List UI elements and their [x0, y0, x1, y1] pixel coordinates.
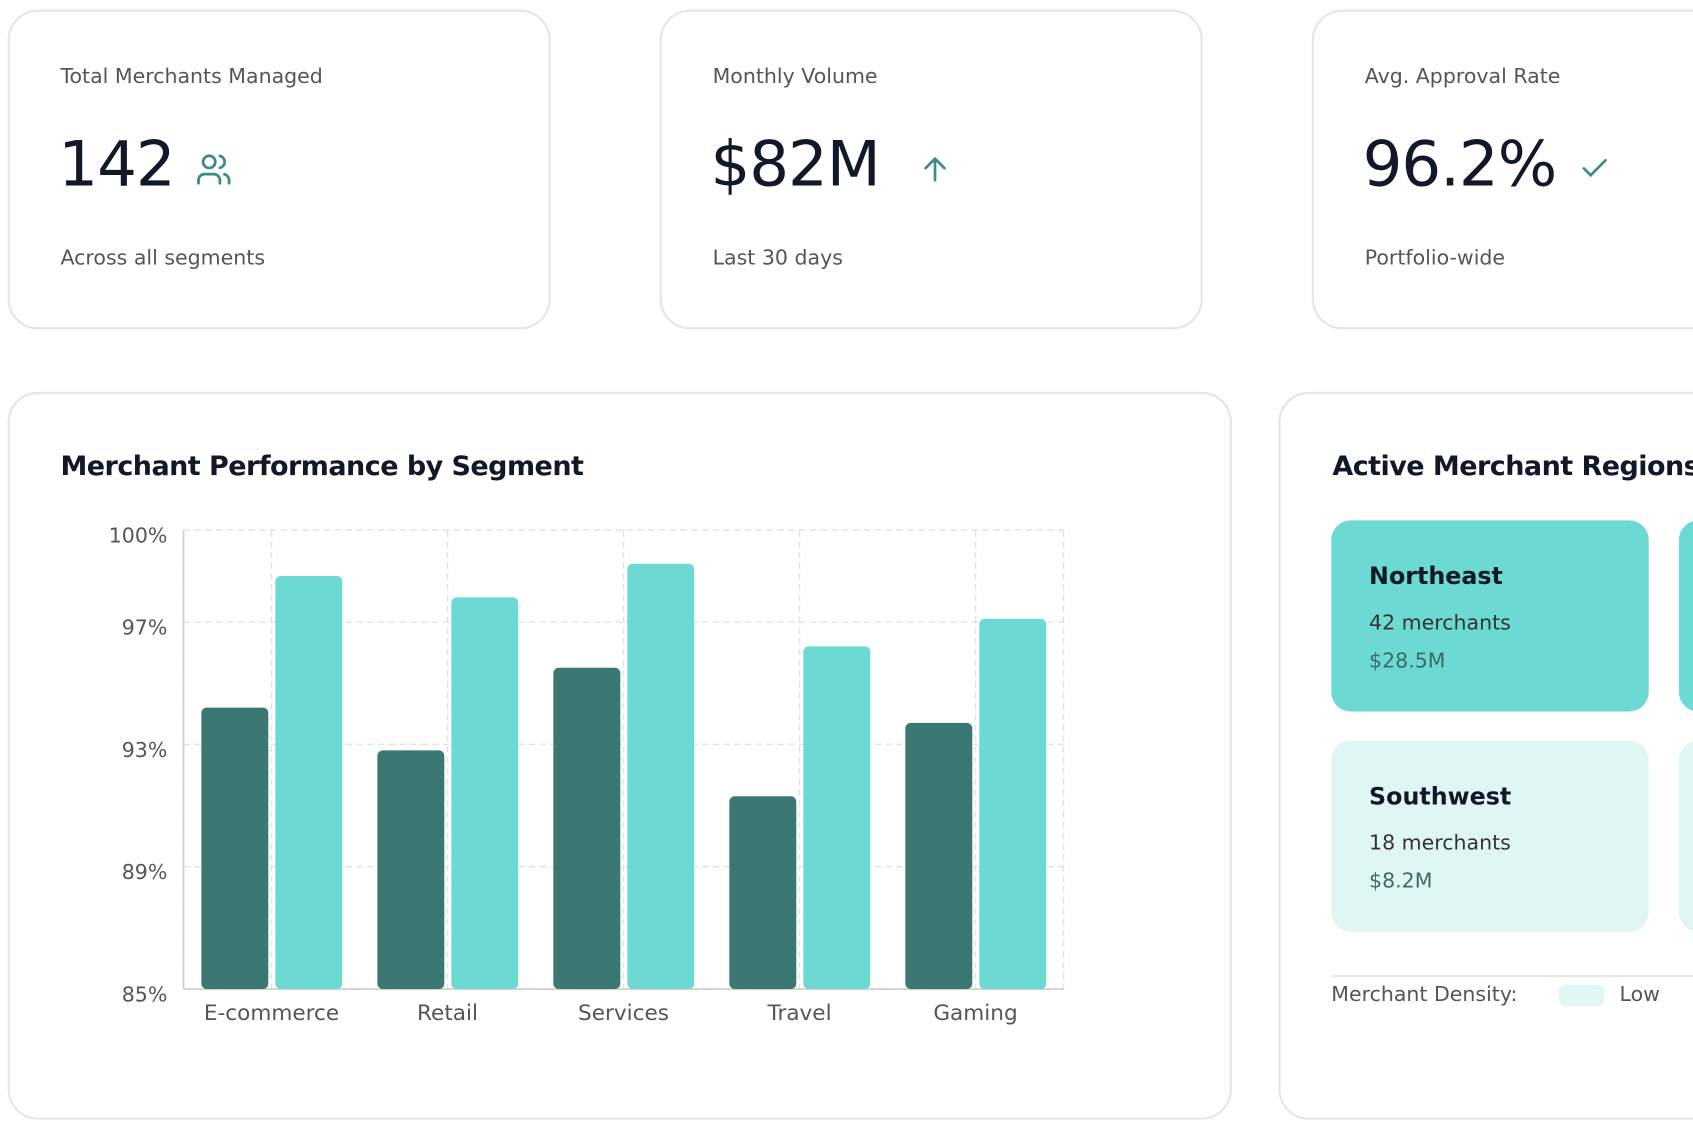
kpi-value: $82M — [710, 127, 880, 201]
bar — [201, 707, 269, 990]
x-tick-label: E-commerce — [204, 1001, 339, 1026]
users-icon — [197, 154, 231, 185]
bar-chart: 85% 89% 93% 97% 100% E-commerce Retail Services… — [109, 524, 1065, 1026]
bar — [729, 796, 797, 990]
kpi-label: Total Merchants Managed — [60, 64, 323, 89]
x-tick-label: Travel — [766, 1001, 831, 1026]
x-tick-label: Retail — [417, 1001, 478, 1026]
bar — [979, 618, 1047, 990]
y-tick-label: 97% — [122, 615, 168, 639]
bar — [803, 646, 871, 990]
y-tick-label: 89% — [122, 860, 168, 884]
bar — [377, 750, 445, 990]
x-tick-label: Gaming — [933, 1001, 1017, 1026]
kpi-label: Avg. Approval Rate — [1364, 64, 1561, 89]
chart-title: Merchant Performance by Segment — [60, 450, 584, 482]
divider — [1331, 974, 1693, 978]
kpi-subtitle: Last 30 days — [712, 246, 843, 270]
bar — [553, 667, 621, 990]
bar — [451, 597, 519, 990]
region-volume: $28.5M — [1369, 648, 1446, 673]
kpi-label: Monthly Volume — [712, 64, 878, 89]
regions-title: Active Merchant Regions — [1332, 450, 1693, 482]
region-name: Northeast — [1369, 563, 1503, 591]
region-merchants: 18 merchants — [1369, 831, 1511, 856]
y-tick-label: 100% — [109, 524, 168, 548]
x-tick-label: Services — [578, 1001, 669, 1026]
region-card[interactable] — [1331, 520, 1649, 712]
bar — [275, 576, 343, 990]
region-name: Southwest — [1369, 783, 1512, 811]
y-tick-label: 93% — [122, 738, 168, 762]
up-arrow-icon — [924, 156, 946, 182]
region-card[interactable] — [1331, 740, 1649, 932]
check-icon — [1582, 158, 1607, 178]
kpi-card — [659, 9, 1203, 330]
legend-item: Low — [1619, 982, 1660, 1007]
legend-label: Merchant Density: — [1331, 982, 1518, 1007]
kpi-subtitle: Across all segments — [60, 246, 266, 270]
region-volume: $8.2M — [1369, 869, 1433, 893]
kpi-card — [1311, 9, 1693, 330]
kpi-subtitle: Portfolio-wide — [1364, 246, 1506, 270]
kpi-card — [7, 9, 551, 330]
region-card[interactable] — [1678, 520, 1693, 712]
region-card[interactable] — [1678, 740, 1693, 932]
region-merchants: 42 merchants — [1369, 611, 1511, 635]
kpi-value: 142 — [58, 127, 175, 201]
y-tick-label: 85% — [122, 982, 168, 1006]
kpi-value: 96.2% — [1362, 127, 1558, 201]
legend-swatch — [1559, 984, 1605, 1007]
bar — [905, 722, 973, 990]
bar — [627, 563, 695, 990]
